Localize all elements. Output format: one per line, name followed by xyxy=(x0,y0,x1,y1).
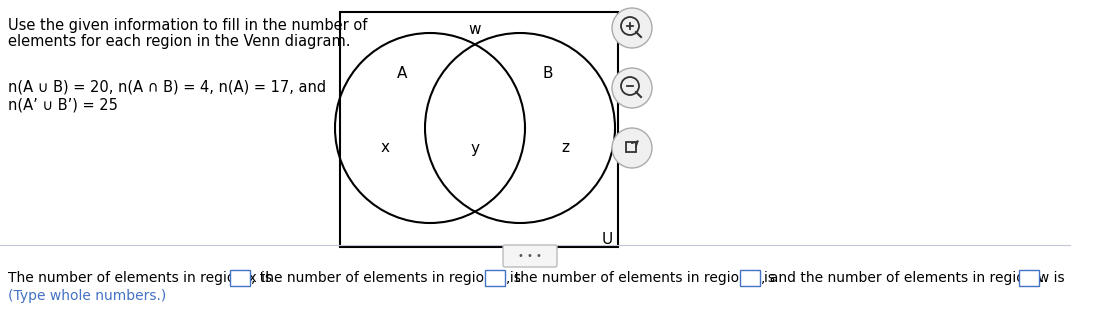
Text: • • •: • • • xyxy=(518,251,541,261)
Ellipse shape xyxy=(612,68,652,108)
Text: , the number of elements in region y is: , the number of elements in region y is xyxy=(251,271,526,285)
Ellipse shape xyxy=(612,8,652,48)
Bar xyxy=(340,12,618,247)
Text: n(A’ ∪ B’) = 25: n(A’ ∪ B’) = 25 xyxy=(8,98,118,113)
Text: B: B xyxy=(543,66,554,81)
Ellipse shape xyxy=(612,128,652,168)
Text: elements for each region in the Venn diagram.: elements for each region in the Venn dia… xyxy=(8,34,350,49)
Text: w: w xyxy=(469,22,482,37)
Text: , and the number of elements in region w is: , and the number of elements in region w… xyxy=(761,271,1070,285)
Text: y: y xyxy=(471,140,480,156)
Bar xyxy=(230,270,251,286)
Bar xyxy=(1019,270,1039,286)
Bar xyxy=(627,142,636,152)
Text: .: . xyxy=(1040,271,1044,285)
Text: A: A xyxy=(397,66,407,81)
Text: (Type whole numbers.): (Type whole numbers.) xyxy=(8,289,166,303)
Text: n(A ∪ B) = 20, n(A ∩ B) = 4, n(A) = 17, and: n(A ∪ B) = 20, n(A ∩ B) = 4, n(A) = 17, … xyxy=(8,80,326,95)
Bar xyxy=(485,270,505,286)
Bar xyxy=(740,270,760,286)
Text: U: U xyxy=(602,232,613,247)
FancyBboxPatch shape xyxy=(503,245,557,267)
Text: , the number of elements in region z is: , the number of elements in region z is xyxy=(506,271,780,285)
Text: Use the given information to fill in the number of: Use the given information to fill in the… xyxy=(8,18,367,33)
Text: x: x xyxy=(380,140,389,156)
Text: z: z xyxy=(561,140,569,156)
Text: The number of elements in region x is: The number of elements in region x is xyxy=(8,271,276,285)
